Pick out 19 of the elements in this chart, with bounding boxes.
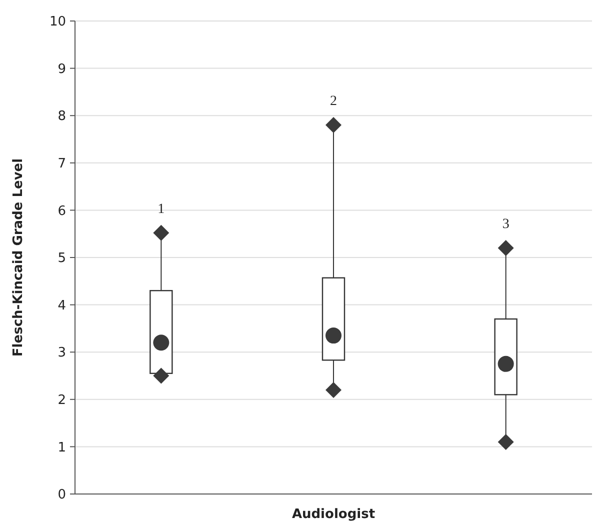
y-tick-label: 9 bbox=[58, 62, 66, 77]
y-tick-label: 7 bbox=[58, 156, 66, 172]
point bbox=[498, 434, 514, 450]
point bbox=[326, 117, 342, 134]
point bbox=[153, 224, 170, 241]
y-tick-label: 6 bbox=[58, 204, 66, 219]
y-tick-label: 8 bbox=[58, 109, 66, 124]
y-tick-label: 3 bbox=[58, 346, 66, 361]
y-tick-label: 2 bbox=[58, 392, 66, 408]
y-tick-label: 4 bbox=[58, 298, 66, 314]
point bbox=[498, 240, 514, 256]
y-tick-label: 10 bbox=[49, 14, 66, 30]
y-tick-label: 0 bbox=[58, 488, 66, 503]
point bbox=[326, 382, 342, 398]
y-tick-label: 1 bbox=[58, 440, 66, 456]
y-axis-title: Flesch-Kincaid Grade Level bbox=[11, 158, 26, 357]
y-tick-label: 5 bbox=[58, 251, 66, 266]
x-axis-title: Audiologist bbox=[292, 507, 376, 522]
point bbox=[153, 368, 170, 384]
